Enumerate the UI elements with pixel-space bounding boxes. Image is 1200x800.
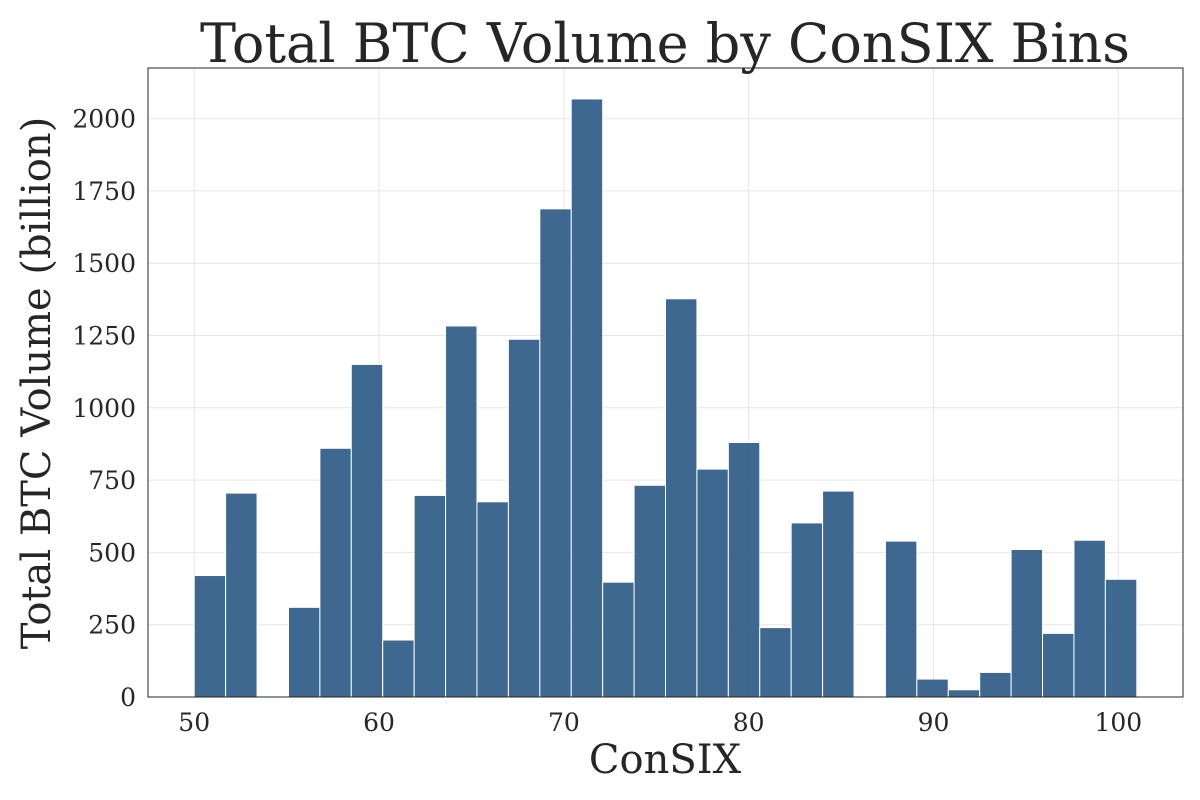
histogram-bar	[665, 298, 698, 698]
x-tick-label: 50	[178, 708, 210, 737]
y-tick-label: 1250	[72, 322, 136, 351]
histogram-bar	[476, 501, 509, 698]
histogram-bar	[1073, 539, 1106, 698]
y-tick-label: 500	[88, 538, 136, 567]
histogram-bar	[696, 468, 729, 698]
y-tick-labels: 0 250 500 750 1000 1250 1500 1750 2000	[72, 105, 136, 712]
histogram-bar	[947, 689, 981, 698]
histogram-bar	[287, 606, 321, 698]
histogram-bar	[350, 363, 384, 698]
histogram-bar	[507, 338, 541, 698]
histogram-bar	[539, 208, 572, 698]
y-tick-label: 250	[88, 611, 136, 640]
histogram-bar	[570, 98, 604, 698]
x-axis-label: ConSIX	[589, 737, 742, 783]
x-tick-label: 90	[918, 708, 950, 737]
histogram-bar	[1104, 578, 1138, 698]
y-tick-label: 1000	[72, 394, 136, 423]
y-axis-label: Total BTC Volume (billion)	[14, 117, 60, 649]
x-tick-label: 70	[548, 708, 580, 737]
y-tick-label: 750	[88, 466, 136, 495]
histogram-bar	[633, 484, 667, 698]
histogram-bar	[382, 639, 415, 698]
x-tick-labels: 50 60 70 80 90 100	[178, 708, 1142, 737]
x-tick-label: 100	[1094, 708, 1142, 737]
chart-title: Total BTC Volume by ConSIX Bins	[200, 12, 1130, 75]
histogram-bar	[1010, 549, 1044, 698]
y-tick-label: 0	[120, 683, 136, 712]
histogram-bar	[193, 575, 227, 698]
y-tick-label: 1750	[72, 177, 136, 206]
x-tick-label: 80	[733, 708, 765, 737]
histogram-bar	[1042, 632, 1075, 698]
histogram-bar	[979, 671, 1012, 698]
plot-frame	[147, 67, 1184, 698]
histogram-bar	[790, 522, 824, 698]
y-tick-label: 1500	[72, 249, 136, 278]
histogram-bar	[225, 492, 258, 698]
histogram-bar	[319, 447, 352, 698]
histogram-bar	[413, 494, 447, 698]
bars	[193, 98, 1138, 698]
histogram-bar	[759, 627, 792, 698]
histogram-bar	[822, 490, 855, 698]
x-tick-label: 60	[363, 708, 395, 737]
y-tick-label: 2000	[72, 105, 136, 134]
histogram-bar	[602, 581, 635, 698]
histogram-bar	[727, 442, 761, 698]
histogram-bar	[916, 678, 949, 698]
histogram-bar	[884, 540, 918, 698]
histogram-bar	[445, 325, 478, 698]
